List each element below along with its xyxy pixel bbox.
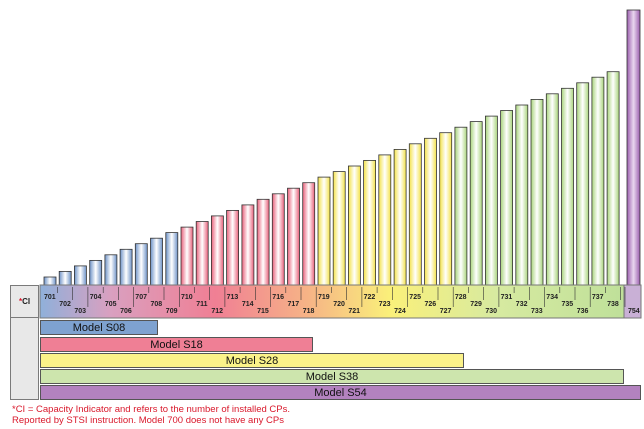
- capacity-bar-701: [43, 276, 57, 286]
- capacity-bar-708: [150, 237, 163, 286]
- ci-label-720: 720: [333, 301, 345, 308]
- ci-label-721: 721: [348, 308, 360, 315]
- ci-label-704: 704: [90, 294, 102, 301]
- capacity-bar-732: [515, 104, 529, 286]
- model-bar-s08: Model S08: [40, 320, 158, 335]
- ci-label-717: 717: [288, 301, 300, 308]
- capacity-bar-709: [165, 232, 179, 286]
- model-label-panel: [10, 318, 39, 400]
- capacity-bar-712: [210, 215, 224, 286]
- ci-label-754: 754: [628, 308, 640, 315]
- model-s28-label: Model S28: [225, 354, 279, 367]
- capacity-bar-716: [271, 193, 285, 286]
- ci-label-731: 731: [501, 294, 513, 301]
- ci-label-734: 734: [546, 294, 558, 301]
- ci-label-728: 728: [455, 294, 467, 301]
- ci-label-724: 724: [394, 308, 406, 315]
- capacity-bar-710: [180, 226, 194, 286]
- ci-label-711: 711: [196, 301, 207, 308]
- model-s08-label: Model S08: [72, 321, 126, 334]
- capacity-bar-718: [302, 182, 316, 286]
- ci-label-716: 716: [272, 294, 284, 301]
- capacity-bar-727: [439, 132, 453, 286]
- model-s18-label: Model S18: [150, 338, 203, 351]
- capacity-bar-721: [347, 165, 361, 286]
- ci-label-723: 723: [379, 301, 391, 308]
- model-bar-s18: Model S18: [40, 337, 313, 352]
- ci-label-715: 715: [257, 308, 269, 315]
- capacity-bar-736: [576, 82, 590, 286]
- capacity-bar-707: [134, 243, 148, 286]
- capacity-bar-728: [454, 126, 468, 286]
- capacity-bar-738: [606, 71, 620, 286]
- capacity-bar-737: [591, 76, 605, 286]
- ci-label-738: 738: [607, 301, 619, 308]
- capacity-bar-733: [530, 99, 544, 286]
- capacity-bar-729: [469, 121, 483, 286]
- capacity-bar-735: [561, 87, 574, 286]
- capacity-bar-726: [424, 137, 437, 286]
- ci-label-708: 708: [151, 301, 163, 308]
- ci-label-725: 725: [409, 294, 421, 301]
- capacity-bar-720: [332, 171, 346, 286]
- capacity-bar-725: [408, 143, 422, 286]
- ci-label-710: 710: [181, 294, 193, 301]
- capacity-bar-754: [626, 9, 641, 286]
- ci-label-702: 702: [59, 301, 71, 308]
- ci-label-733: 733: [531, 308, 543, 315]
- capacity-bar-703: [74, 265, 87, 286]
- capacity-bar-731: [500, 110, 514, 286]
- footnote-line-1: *CI = Capacity Indicator and refers to t…: [12, 404, 291, 415]
- ci-label-705: 705: [105, 301, 117, 308]
- capacity-bar-702: [58, 270, 72, 286]
- capacity-bar-730: [484, 115, 498, 286]
- ci-label-703: 703: [74, 308, 86, 315]
- ci-label-707: 707: [135, 294, 147, 301]
- model-bar-s54: Model S54: [40, 385, 641, 400]
- ci-label-736: 736: [577, 308, 589, 315]
- ci-label-735: 735: [562, 301, 574, 308]
- ci-text: CI: [22, 297, 31, 306]
- capacity-bar-717: [287, 187, 300, 286]
- ci-label-712: 712: [211, 308, 223, 315]
- footnote-line-2: Reported by STSI instruction. Model 700 …: [12, 415, 284, 426]
- ci-label-718: 718: [303, 308, 315, 315]
- capacity-bar-722: [363, 159, 377, 286]
- ci-label-729: 729: [470, 301, 482, 308]
- model-bar-s28: Model S28: [40, 353, 464, 368]
- ci-label-732: 732: [516, 301, 528, 308]
- ci-header-label: * CI: [10, 285, 39, 318]
- capacity-bar-704: [89, 259, 103, 286]
- ci-star: *: [18, 297, 23, 306]
- capacity-bar-724: [393, 148, 407, 286]
- ci-label-727: 727: [440, 308, 452, 315]
- ci-label-714: 714: [242, 301, 254, 308]
- ci-label-737: 737: [592, 294, 604, 301]
- ci-label-722: 722: [364, 294, 376, 301]
- capacity-bar-719: [317, 176, 331, 286]
- model-s38-label: Model S38: [305, 370, 359, 383]
- ci-label-709: 709: [166, 308, 178, 315]
- model-s54-label: Model S54: [314, 386, 367, 399]
- capacity-bars: [43, 9, 641, 286]
- ci-label-719: 719: [318, 294, 330, 301]
- capacity-bar-715: [256, 198, 270, 286]
- ci-label-713: 713: [227, 294, 239, 301]
- ci-label-730: 730: [485, 308, 497, 315]
- capacity-bar-711: [195, 221, 209, 286]
- model-bar-s38: Model S38: [40, 369, 624, 384]
- capacity-bar-723: [378, 154, 392, 286]
- ci-label-706: 706: [120, 308, 132, 315]
- capacity-bar-734: [545, 93, 559, 286]
- ci-strip: 7017027037047057067077087097107117127137…: [39, 284, 642, 319]
- capacity-bar-706: [119, 248, 133, 286]
- capacity-bar-713: [226, 209, 240, 286]
- ci-label-726: 726: [425, 301, 437, 308]
- capacity-bar-705: [104, 254, 118, 286]
- ci-label-701: 701: [44, 294, 56, 301]
- capacity-bar-714: [241, 204, 255, 286]
- ci-strip-754-cell: [623, 284, 642, 319]
